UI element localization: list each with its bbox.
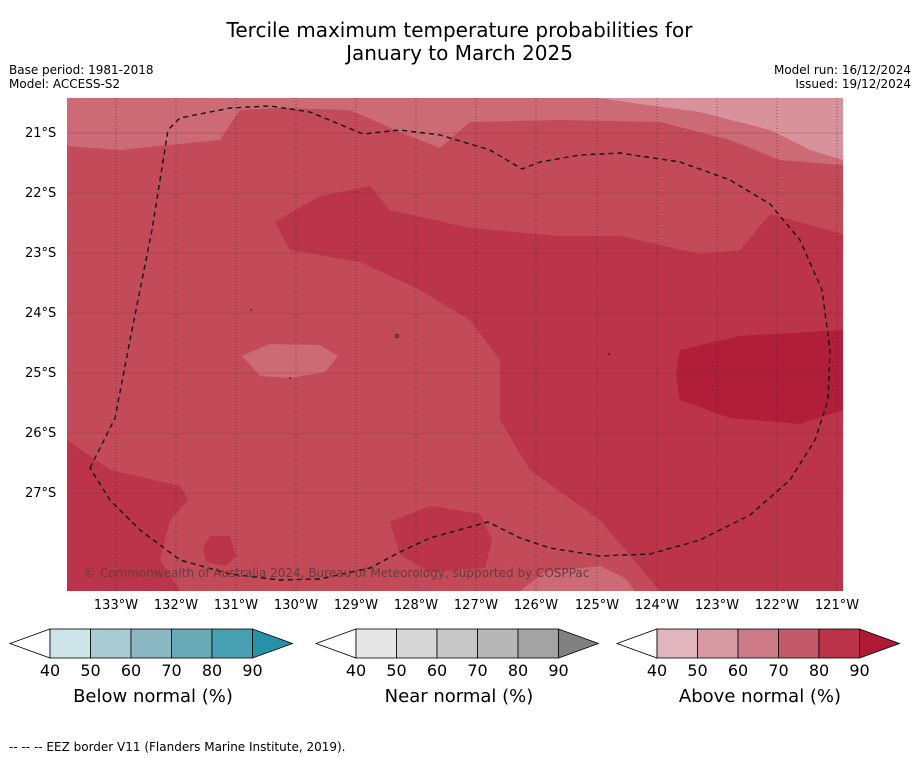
colorbar-tick-label: 90 <box>242 661 262 680</box>
colorbar-segment <box>517 628 559 659</box>
colorbar-underflow-arrow <box>615 628 658 659</box>
colorbar-tick-label: 90 <box>849 661 869 680</box>
lon-label: 132°W <box>153 598 199 613</box>
longitude-gridlines <box>115 98 838 591</box>
lon-label: 126°W <box>513 598 559 613</box>
legend-title-near-normal: Near normal (%) <box>384 686 534 707</box>
colorbar-above-normal: 40 50 60 70 80 90 <box>615 628 901 680</box>
region-above-80-90-southwest <box>67 440 188 591</box>
lon-label: 122°W <box>754 598 800 613</box>
region-above-60-70-south <box>520 566 635 591</box>
model-name: Model: ACCESS-S2 <box>9 77 121 91</box>
model-run: Model run: 16/12/2024 <box>773 63 911 77</box>
legend-above-normal: 40 50 60 70 80 90 <box>615 626 905 686</box>
region-above-80-90-small <box>203 536 236 566</box>
lat-label: 25°S <box>25 366 57 381</box>
colorbar-tick-label: 50 <box>386 661 406 680</box>
colorbar-tick-label: 40 <box>40 661 60 680</box>
legend-title-above-normal: Above normal (%) <box>678 686 842 707</box>
legend-title-below-normal: Below normal (%) <box>73 686 233 707</box>
colorbar-segment <box>355 628 397 659</box>
colorbar-tick-label: 80 <box>508 661 528 680</box>
probability-map <box>67 98 843 591</box>
island-marker <box>608 353 610 355</box>
colorbar-overflow-arrow <box>558 628 600 659</box>
copyright-note: © Commonwealth of Australia 2024, Bureau… <box>84 566 590 580</box>
region-above-50-60-northeast <box>600 98 843 160</box>
region-above-80-90-central <box>275 186 843 591</box>
lat-label: 21°S <box>25 126 57 141</box>
lat-label: 27°S <box>25 486 57 501</box>
lon-label: 121°W <box>814 598 860 613</box>
eez-border <box>89 105 831 581</box>
map-fill <box>67 98 843 591</box>
colorbar-segment <box>656 628 698 659</box>
colorbar-segment <box>90 628 132 659</box>
colorbar-overflow-arrow <box>859 628 901 659</box>
chart-title: Tercile maximum temperature probabilitie… <box>0 19 919 65</box>
lat-label: 26°S <box>25 426 57 441</box>
colorbar-segment <box>697 628 739 659</box>
colorbar-tick-label: 80 <box>809 661 829 680</box>
region-above-60-70-pocket <box>242 344 338 378</box>
colorbar-tick-label: 90 <box>548 661 568 680</box>
colorbar-underflow-arrow <box>8 628 51 659</box>
colorbar-segment <box>130 628 172 659</box>
issued-date: Issued: 19/12/2024 <box>795 77 911 91</box>
lat-label: 24°S <box>25 306 57 321</box>
colorbar-below-normal: 40 50 60 70 80 90 <box>8 628 294 680</box>
lon-label: 123°W <box>694 598 740 613</box>
lon-label: 124°W <box>634 598 680 613</box>
region-above-90 <box>676 330 843 424</box>
colorbar-underflow-arrow <box>314 628 357 659</box>
island-marker <box>289 377 291 379</box>
colorbar-tick-label: 60 <box>121 661 141 680</box>
colorbar-segment <box>396 628 438 659</box>
title-line-1: Tercile maximum temperature probabilitie… <box>226 18 693 42</box>
colorbar-segment <box>171 628 213 659</box>
legend-below-normal: 40 50 60 70 80 90 <box>8 626 298 686</box>
meta-right: Model run: 16/12/2024 Issued: 19/12/2024 <box>774 63 911 91</box>
region-above-60-70-north <box>67 98 843 165</box>
colorbar-overflow-arrow <box>252 628 294 659</box>
base-period: Base period: 1981-2018 <box>9 63 154 77</box>
eez-footnote: -- -- -- EEZ border V11 (Flanders Marine… <box>9 740 346 754</box>
island-marker <box>395 334 399 338</box>
latitude-gridlines <box>67 132 843 494</box>
lon-label: 128°W <box>393 598 439 613</box>
lon-label: 127°W <box>453 598 499 613</box>
colorbar-tick-label: 40 <box>346 661 366 680</box>
colorbar-segment <box>818 628 860 659</box>
colorbar-tick-label: 70 <box>768 661 788 680</box>
colorbar-tick-label: 50 <box>687 661 707 680</box>
colorbar-tick-label: 70 <box>161 661 181 680</box>
lat-label: 23°S <box>25 246 57 261</box>
island-marker <box>250 309 252 311</box>
colorbar-tick-label: 50 <box>80 661 100 680</box>
colorbar-tick-label: 40 <box>647 661 667 680</box>
lon-label: 130°W <box>273 598 319 613</box>
colorbar-segment <box>778 628 820 659</box>
colorbar-tick-label: 70 <box>467 661 487 680</box>
legend-near-normal: 40 50 60 70 80 90 <box>314 626 604 686</box>
colorbar-tick-label: 60 <box>728 661 748 680</box>
lon-label: 125°W <box>574 598 620 613</box>
region-above-80-90-south <box>390 506 492 572</box>
colorbar-tick-label: 80 <box>202 661 222 680</box>
colorbar-segment <box>477 628 519 659</box>
colorbar-near-normal: 40 50 60 70 80 90 <box>314 628 600 680</box>
colorbar-segment <box>737 628 779 659</box>
colorbar-segment <box>49 628 91 659</box>
meta-left: Base period: 1981-2018 Model: ACCESS-S2 <box>9 63 154 91</box>
lat-label: 22°S <box>25 186 57 201</box>
lon-label: 133°W <box>93 598 139 613</box>
colorbar-segment <box>436 628 478 659</box>
lon-label: 131°W <box>213 598 259 613</box>
lon-label: 129°W <box>333 598 379 613</box>
title-line-2: January to March 2025 <box>346 41 573 65</box>
colorbar-tick-label: 60 <box>427 661 447 680</box>
colorbar-segment <box>211 628 253 659</box>
